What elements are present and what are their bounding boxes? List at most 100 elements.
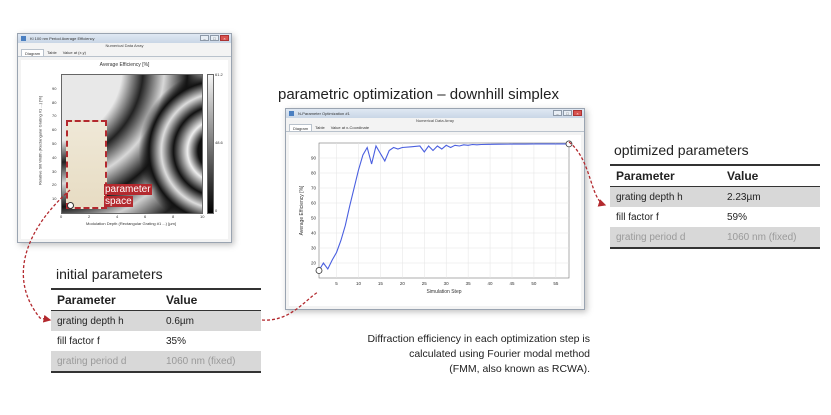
window-titlebar[interactable]: Kl 100 nm Period Average Efficiency – □ … xyxy=(18,34,231,43)
y-tick-label: 90 xyxy=(311,156,317,161)
column-header-value: Value xyxy=(727,169,759,183)
y-tick-label: 70 xyxy=(311,186,317,191)
minimize-icon[interactable]: – xyxy=(200,35,209,41)
x-tick-label: 55 xyxy=(553,281,559,286)
table-row: grating period d 1060 nm (fixed) xyxy=(51,351,261,373)
param-value: 1060 nm (fixed) xyxy=(727,231,797,243)
efficiency-line-chart[interactable]: 5 10 15 20 25 30 35 40 45 50 55 20 30 40 50 60 70 80 90 Sim… xyxy=(289,135,581,306)
maximize-icon[interactable]: □ xyxy=(563,110,572,116)
tab-value-at-x[interactable]: Value at x-Coordinate xyxy=(330,125,370,130)
table-header: Parameter Value xyxy=(51,288,261,311)
heatmap-y-tick: 10 xyxy=(52,196,57,202)
parameter-scan-window: Kl 100 nm Period Average Efficiency – □ … xyxy=(17,33,232,243)
plot-area xyxy=(318,142,570,279)
parameter-label: parameter xyxy=(104,184,152,195)
app-icon xyxy=(289,111,294,116)
table-row: fill factor f 35% xyxy=(51,331,261,351)
column-header-value: Value xyxy=(166,293,198,307)
param-name: fill factor f xyxy=(57,335,100,347)
param-value: 35% xyxy=(166,335,187,347)
column-header-parameter: Parameter xyxy=(57,293,116,307)
param-value: 0.6µm xyxy=(166,315,194,327)
minimize-icon[interactable]: – xyxy=(553,110,562,116)
tab-diagram[interactable]: Diagram xyxy=(289,124,313,131)
colorbar-max: 61.2 xyxy=(215,72,223,77)
x-tick-label: 10 xyxy=(356,281,362,286)
heatmap-y-label: Relative Slit Width (Rectangular Grating… xyxy=(37,96,43,185)
heatmap-y-tick: 20 xyxy=(52,182,57,188)
section-title: parametric optimization – downhill simpl… xyxy=(278,86,559,103)
param-name: grating period d xyxy=(57,355,127,367)
table-row: grating depth h 0.6µm xyxy=(51,311,261,331)
end-point-marker xyxy=(565,140,573,148)
heatmap-x-tick: 6 xyxy=(144,214,147,219)
table-row: fill factor f 59% xyxy=(610,207,820,227)
y-tick-label: 80 xyxy=(311,171,317,176)
param-value: 1060 nm (fixed) xyxy=(166,355,236,367)
diagram-area: 5 10 15 20 25 30 35 40 45 50 55 20 30 40 50 60 70 80 90 Sim… xyxy=(289,135,581,306)
window-subtitle: Numerical Data Array xyxy=(105,43,144,48)
table-row: grating period d 1060 nm (fixed) xyxy=(610,227,820,249)
initial-parameters-table: Parameter Value grating depth h 0.6µm fi… xyxy=(51,288,261,373)
param-name: fill factor f xyxy=(616,211,659,223)
y-tick-label: 30 xyxy=(311,246,317,251)
y-axis-label: Average Efficiency [%] xyxy=(299,185,305,235)
caption: Diffraction efficiency in each optimizat… xyxy=(300,332,590,377)
y-tick-label: 50 xyxy=(311,216,317,221)
efficiency-series-line xyxy=(318,143,569,271)
param-value: 2.23µm xyxy=(727,191,761,203)
x-tick-label: 30 xyxy=(444,281,450,286)
heatmap-y-tick: 50 xyxy=(52,141,57,146)
window-title: Kl 100 nm Period Average Efficiency xyxy=(30,36,95,41)
window-title: N-Parameter Optimization #1 xyxy=(298,111,350,116)
x-tick-label: 15 xyxy=(378,281,384,286)
colorbar-mid: 48.6 xyxy=(215,140,223,145)
caption-line: (FMM, also known as RCWA). xyxy=(449,363,590,375)
y-tick-label: 40 xyxy=(311,231,317,236)
window-subtitle: Numerical Data Array xyxy=(415,118,454,123)
x-tick-label: 35 xyxy=(466,281,472,286)
heatmap-x-tick: 2 xyxy=(88,214,91,219)
heatmap-y-tick: 30 xyxy=(52,168,57,174)
app-icon xyxy=(21,36,26,41)
heatmap-x-tick: 8 xyxy=(172,214,175,219)
column-header-parameter: Parameter xyxy=(616,169,675,183)
heatmap-x-tick: 10 xyxy=(200,214,205,219)
caption-line: Diffraction efficiency in each optimizat… xyxy=(367,333,590,345)
tab-table[interactable]: Table xyxy=(315,125,325,130)
param-name: grating depth h xyxy=(57,315,124,327)
initial-point-marker xyxy=(67,202,74,209)
heatmap-title: Average Efficiency [%] xyxy=(99,62,150,68)
x-tick-label: 20 xyxy=(400,281,406,286)
table-row: grating depth h 2.23µm xyxy=(610,187,820,207)
caption-line: calculated using Fourier modal method xyxy=(409,348,590,360)
optimization-window: N-Parameter Optimization #1 – □ × Numeri… xyxy=(285,108,585,310)
heatmap-y-tick: 90 xyxy=(52,85,57,91)
heatmap-x-label: Modulation Depth (Rectangular Grating #1… xyxy=(86,221,176,226)
diagram-area: Average Efficiency [%] 61.2 48.6 0 Relat… xyxy=(21,60,228,239)
param-value: 59% xyxy=(727,211,748,223)
maximize-icon[interactable]: □ xyxy=(210,35,219,41)
x-tick-label: 50 xyxy=(531,281,537,286)
initial-parameters-heading: initial parameters xyxy=(56,266,163,282)
y-tick-label: 20 xyxy=(311,261,317,266)
optimized-parameters-heading: optimized parameters xyxy=(614,142,749,158)
tab-diagram[interactable]: Diagram xyxy=(21,49,45,56)
optimized-parameters-table: Parameter Value grating depth h 2.23µm f… xyxy=(610,164,820,249)
window-tabs: Diagram Table Value at x-Coordinate xyxy=(286,124,584,132)
tab-value-at-xy[interactable]: Value at (x,y) xyxy=(62,50,86,55)
heatmap-x-tick: 0 xyxy=(60,214,63,219)
window-titlebar[interactable]: N-Parameter Optimization #1 – □ × xyxy=(286,109,584,118)
colorbar-min: 0 xyxy=(215,208,218,213)
param-name: grating period d xyxy=(616,231,686,243)
colorbar xyxy=(207,74,214,214)
heatmap-y-tick: 70 xyxy=(52,113,57,119)
close-icon[interactable]: × xyxy=(220,35,229,41)
close-icon[interactable]: × xyxy=(573,110,582,116)
parameter-space-box xyxy=(66,120,107,209)
tab-table[interactable]: Table xyxy=(47,50,57,55)
window-tabs: Diagram Table Value at (x,y) xyxy=(18,49,231,57)
y-tick-label: 60 xyxy=(311,201,317,206)
x-tick-label: 45 xyxy=(509,281,515,286)
x-tick-label: 40 xyxy=(488,281,494,286)
